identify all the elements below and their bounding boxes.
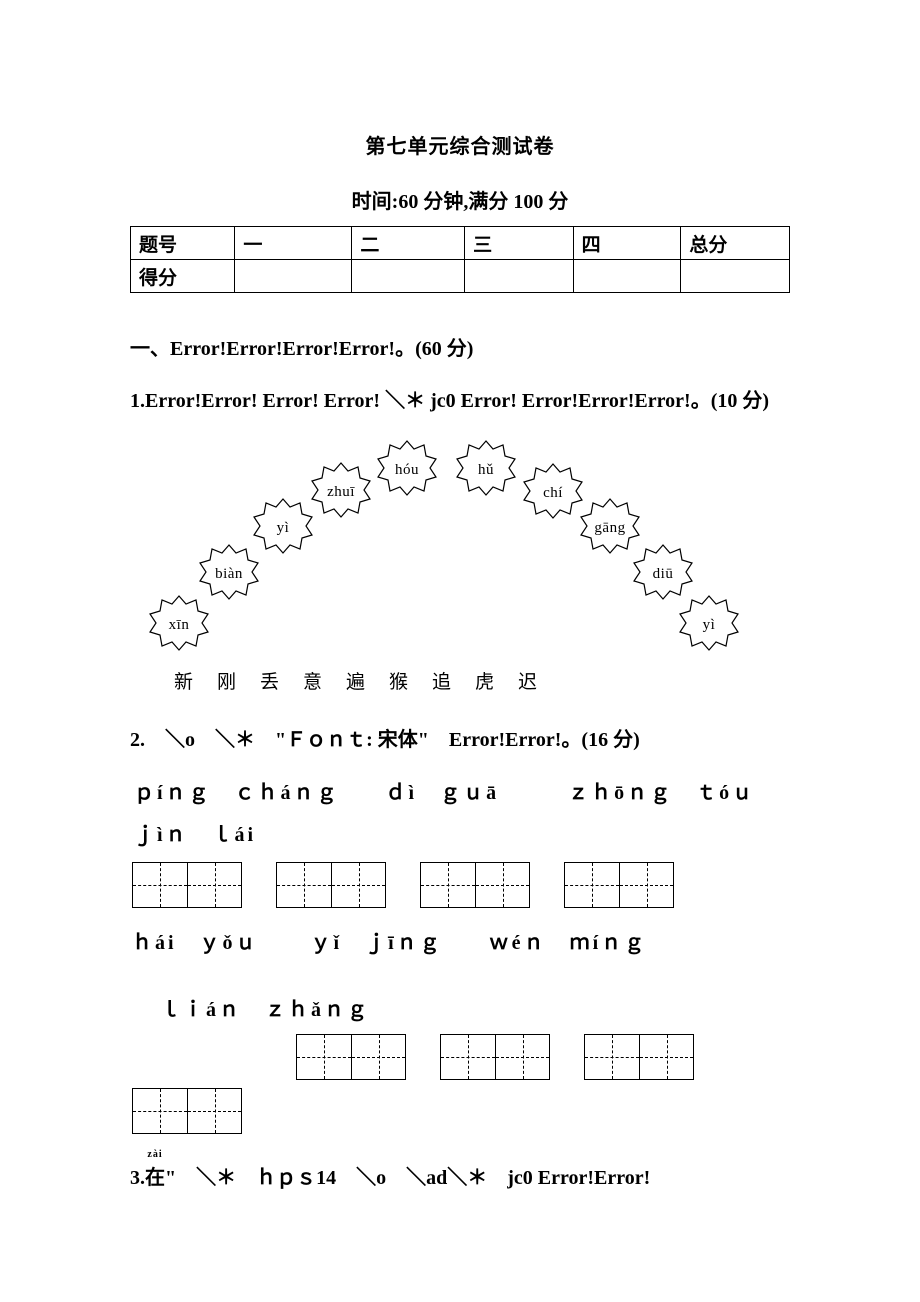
ruby-zai: zài 在 <box>145 1158 165 1198</box>
pinyin-label: biàn <box>198 543 260 605</box>
q2-pinyin-2d: ｌｉáｎ ｚｈǎｎｇ <box>160 993 370 1022</box>
q1-heading: 一、Error!Error!Error!Error!。(60 分) <box>130 329 790 369</box>
q2-pinyin-2a: ｈái ｙǒｕ <box>132 926 259 955</box>
write-box[interactable] <box>276 862 386 908</box>
pinyin-label: yì <box>252 497 314 559</box>
ruby-base: 在 <box>145 1167 165 1189</box>
pinyin-star: zhuī <box>310 461 372 523</box>
pinyin-label: zhuī <box>310 461 372 523</box>
pinyin-label: yì <box>678 594 740 656</box>
write-box[interactable] <box>132 862 242 908</box>
cell-blank[interactable] <box>573 260 681 293</box>
pinyin-star: hóu <box>376 439 438 501</box>
th-1: 一 <box>235 227 352 260</box>
cell-blank[interactable] <box>235 260 352 293</box>
write-box[interactable] <box>420 862 530 908</box>
cell-blank[interactable] <box>681 260 790 293</box>
pinyin-star: chí <box>522 462 584 524</box>
write-box[interactable] <box>584 1034 694 1080</box>
q2-heading: 2. ＼o ＼＊ "Ｆｏｎｔ: 宋体" Error!Error!。(16 分) <box>130 720 790 760</box>
pinyin-star: hǔ <box>455 439 517 501</box>
th-2: 二 <box>352 227 465 260</box>
pinyin-label: hóu <box>376 439 438 501</box>
q3-rest: " ＼＊ ｈｐｓ14 ＼o ＼ad＼＊ jc0 Error!Error! <box>165 1167 650 1189</box>
page-subtitle: 时间:60 分钟,满分 100 分 <box>130 185 790 214</box>
q2-row2: ｈái ｙǒｕ ｙǐ ｊīｎｇ ｗéｎ ｍíｎｇ ｌｉáｎ ｚｈǎｎｇ <box>132 926 790 1032</box>
q2-row2-boxes <box>132 1034 790 1080</box>
pinyin-label: hǔ <box>455 439 517 501</box>
q2-pinyin-2b: ｙǐ ｊīｎｇ <box>311 926 443 955</box>
cell-blank[interactable] <box>352 260 465 293</box>
th-3: 三 <box>465 227 574 260</box>
pinyin-star: biàn <box>198 543 260 605</box>
th-total: 总分 <box>681 227 790 260</box>
q1-sub: 1.Error!Error! Error! Error! ＼＊ jc0 Erro… <box>130 381 790 421</box>
page: 第七单元综合测试卷 时间:60 分钟,满分 100 分 题号 一 二 三 四 总… <box>0 0 920 1302</box>
ruby-py: zài <box>145 1145 165 1165</box>
pinyin-star: yì <box>678 594 740 656</box>
pinyin-label: chí <box>522 462 584 524</box>
write-box[interactable] <box>296 1034 406 1080</box>
write-box[interactable] <box>564 862 674 908</box>
pinyin-star: yì <box>252 497 314 559</box>
th-4: 四 <box>573 227 681 260</box>
table-row: 得分 <box>131 260 790 293</box>
table-row: 题号 一 二 三 四 总分 <box>131 227 790 260</box>
q2-boxes-row1 <box>132 862 790 908</box>
q2-pinyin-row1: ｐíｎｇ ｃｈáｎｇ ｄì ｇｕā ｚｈōｎｇ ｔóｕ ｊìｎ ｌái <box>134 772 790 856</box>
cell-blank[interactable] <box>465 260 574 293</box>
write-box[interactable] <box>440 1034 550 1080</box>
char-options: 新刚丢意遍猴追虎迟 <box>174 667 790 694</box>
td-defen: 得分 <box>131 260 235 293</box>
write-box[interactable] <box>132 1088 242 1134</box>
q3-line: 3. zài 在 " ＼＊ ｈｐｓ14 ＼o ＼ad＼＊ jc0 Error!E… <box>130 1158 790 1198</box>
score-table: 题号 一 二 三 四 总分 得分 <box>130 226 790 293</box>
q2-pinyin-2c: ｗéｎ ｍíｎｇ <box>489 926 647 955</box>
q2-row3-boxes <box>132 1088 790 1134</box>
pinyin-arc: xīnbiànyìzhuīhóuhǔchígāngdiūyì <box>142 433 722 663</box>
page-title: 第七单元综合测试卷 <box>130 130 790 159</box>
th-tihao: 题号 <box>131 227 235 260</box>
